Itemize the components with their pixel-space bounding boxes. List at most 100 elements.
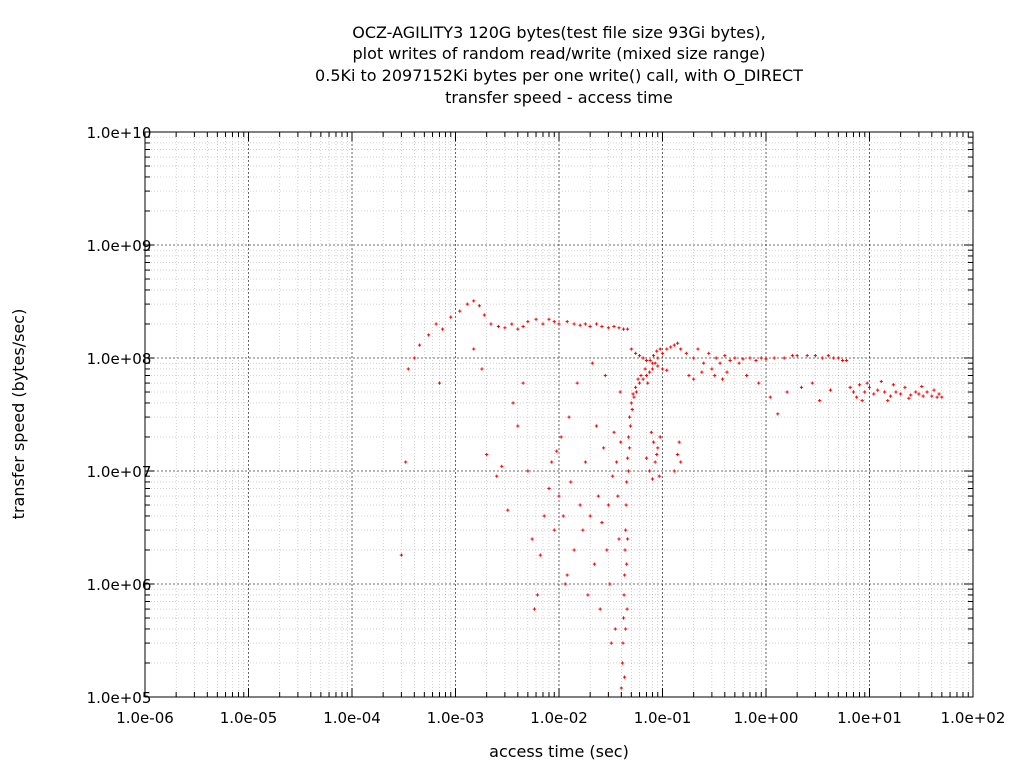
data-point bbox=[616, 494, 620, 498]
y-axis-label: transfer speed (bytes/sec) bbox=[9, 309, 28, 520]
data-point bbox=[863, 390, 867, 394]
data-point bbox=[542, 514, 546, 518]
data-point bbox=[555, 449, 559, 453]
data-point bbox=[613, 627, 617, 631]
data-point bbox=[581, 528, 585, 532]
data-point bbox=[631, 392, 635, 396]
data-point bbox=[644, 358, 649, 363]
data-point bbox=[714, 356, 718, 360]
data-point bbox=[920, 384, 924, 389]
x-tick-labels: 1.0e-06 1.0e-05 1.0e-04 1.0e-03 1.0e-02 1.0e-… bbox=[116, 709, 1005, 727]
data-point bbox=[679, 460, 683, 464]
data-point bbox=[623, 627, 628, 631]
data-point bbox=[672, 469, 676, 473]
data-point bbox=[844, 358, 849, 363]
data-point bbox=[628, 424, 633, 428]
data-point bbox=[930, 394, 934, 398]
data-point bbox=[656, 446, 660, 450]
data-point bbox=[653, 361, 657, 365]
data-point bbox=[552, 319, 556, 324]
data-point bbox=[914, 390, 918, 394]
data-point bbox=[725, 370, 729, 374]
data-point bbox=[634, 351, 638, 355]
data-point bbox=[679, 347, 683, 351]
data-point bbox=[643, 367, 647, 371]
data-point bbox=[465, 302, 469, 306]
data-point bbox=[660, 351, 665, 355]
data-point bbox=[648, 358, 652, 363]
data-point bbox=[651, 440, 656, 444]
data-point bbox=[625, 480, 629, 484]
data-point bbox=[841, 358, 845, 363]
data-point bbox=[745, 373, 749, 378]
data-point bbox=[561, 514, 565, 518]
data-point bbox=[790, 354, 795, 358]
data-point bbox=[541, 322, 545, 326]
data-point bbox=[606, 326, 610, 330]
data-point bbox=[399, 553, 403, 557]
data-point bbox=[611, 474, 615, 478]
data-point bbox=[495, 474, 499, 478]
data-point bbox=[925, 390, 929, 394]
data-point bbox=[647, 370, 652, 374]
data-point bbox=[600, 520, 604, 525]
x-tick-label: 1.0e-05 bbox=[220, 709, 278, 727]
data-point bbox=[578, 323, 582, 327]
x-tick-label: 1.0e+02 bbox=[941, 709, 1006, 727]
data-point bbox=[626, 435, 631, 439]
data-point bbox=[665, 368, 669, 372]
data-point bbox=[656, 364, 660, 368]
data-point bbox=[872, 392, 876, 396]
data-point bbox=[600, 324, 604, 329]
data-point bbox=[516, 327, 520, 331]
data-point bbox=[851, 390, 856, 394]
data-point bbox=[886, 398, 890, 403]
data-point bbox=[647, 469, 652, 473]
data-point bbox=[583, 460, 588, 464]
data-point bbox=[563, 582, 567, 586]
data-point bbox=[891, 383, 895, 387]
data-point bbox=[406, 367, 410, 371]
data-point bbox=[692, 377, 696, 381]
data-point bbox=[618, 390, 622, 394]
data-point bbox=[656, 356, 660, 360]
data-point bbox=[526, 319, 530, 324]
data-point bbox=[684, 351, 688, 355]
data-point bbox=[547, 486, 551, 491]
data-point bbox=[547, 317, 551, 321]
data-point bbox=[567, 415, 571, 419]
x-tick-label: 1.0e+00 bbox=[734, 709, 799, 727]
data-point bbox=[404, 460, 408, 464]
data-point bbox=[632, 395, 636, 399]
data-point bbox=[826, 354, 830, 358]
data-point bbox=[500, 464, 504, 468]
data-point bbox=[590, 361, 594, 365]
data-point bbox=[879, 379, 883, 384]
data-point bbox=[623, 528, 628, 532]
data-point bbox=[836, 356, 840, 360]
data-point bbox=[530, 537, 534, 541]
data-point bbox=[696, 347, 700, 351]
x-tick-label: 1.0e-04 bbox=[323, 709, 381, 727]
data-point bbox=[637, 354, 642, 358]
data-point bbox=[940, 395, 944, 399]
data-point bbox=[588, 324, 592, 329]
data-point bbox=[810, 381, 814, 385]
data-point bbox=[676, 452, 680, 457]
data-point bbox=[759, 356, 763, 360]
x-tick-label: 1.0e-03 bbox=[427, 709, 485, 727]
data-point bbox=[625, 456, 630, 460]
data-point bbox=[935, 395, 939, 399]
data-point bbox=[718, 361, 722, 365]
data-point bbox=[764, 357, 768, 361]
data-point bbox=[550, 460, 554, 464]
data-point bbox=[627, 415, 632, 419]
x-tick-label: 1.0e-02 bbox=[530, 709, 588, 727]
data-point bbox=[700, 370, 704, 374]
data-point bbox=[440, 327, 445, 331]
data-point bbox=[622, 573, 627, 577]
data-point bbox=[828, 388, 833, 392]
data-point bbox=[609, 641, 613, 645]
chart-title-line-4: transfer speed - access time bbox=[445, 88, 673, 107]
data-point bbox=[588, 514, 592, 518]
